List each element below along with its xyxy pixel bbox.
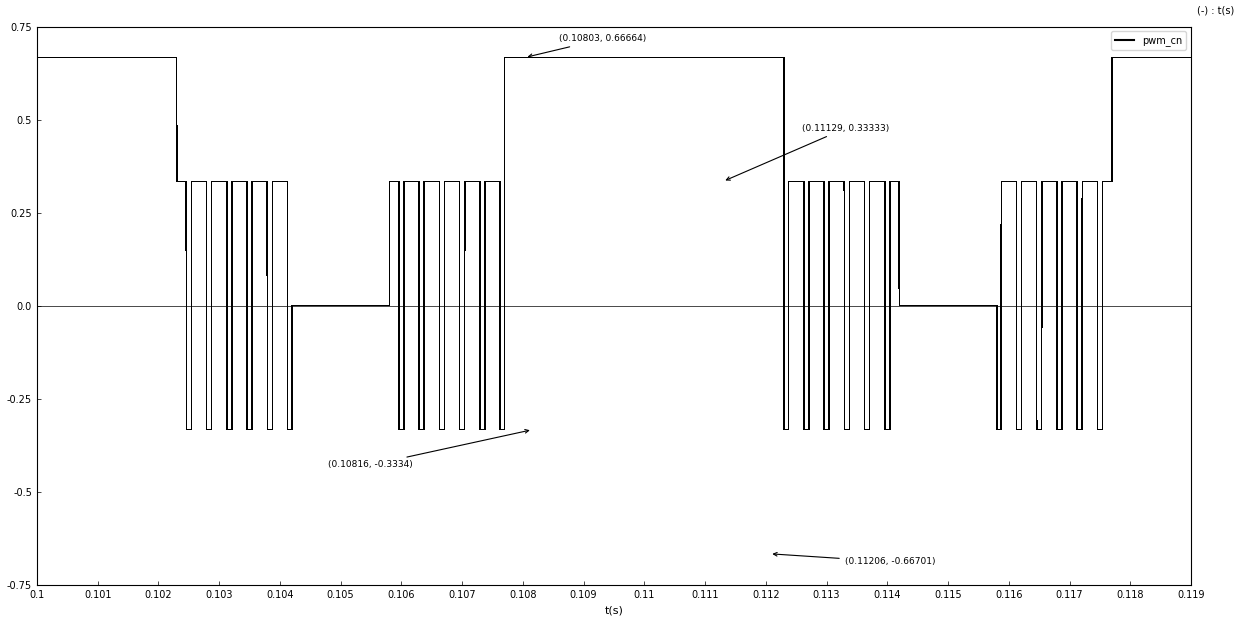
Text: (0.10803, 0.66664): (0.10803, 0.66664) bbox=[528, 34, 646, 57]
Legend: pwm_cn: pwm_cn bbox=[1111, 31, 1187, 50]
Text: (0.10816, -0.3334): (0.10816, -0.3334) bbox=[329, 430, 528, 470]
Text: (-) : t(s): (-) : t(s) bbox=[1197, 6, 1234, 16]
Text: (0.11206, -0.66701): (0.11206, -0.66701) bbox=[774, 552, 935, 566]
X-axis label: t(s): t(s) bbox=[605, 605, 624, 615]
Text: (0.11129, 0.33333): (0.11129, 0.33333) bbox=[727, 124, 889, 180]
